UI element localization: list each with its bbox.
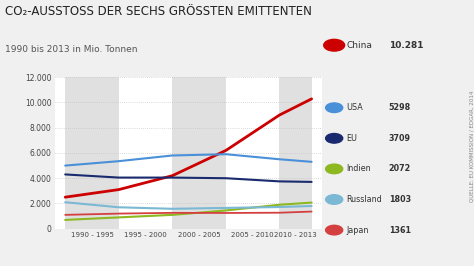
Text: Indien: Indien — [346, 164, 371, 173]
Text: 5298: 5298 — [389, 103, 411, 112]
Text: China: China — [346, 41, 372, 50]
Text: CO₂-AUSSTOSS DER SECHS GRÖSSTEN EMITTENTEN: CO₂-AUSSTOSS DER SECHS GRÖSSTEN EMITTENT… — [5, 5, 311, 18]
Bar — [65, 77, 119, 229]
Text: 1361: 1361 — [389, 226, 410, 235]
Text: 1803: 1803 — [389, 195, 411, 204]
Text: 3709: 3709 — [389, 134, 410, 143]
Text: Russland: Russland — [346, 195, 382, 204]
Text: EU: EU — [346, 134, 357, 143]
Text: 10.281: 10.281 — [389, 41, 423, 50]
Bar — [280, 77, 311, 229]
Text: USA: USA — [346, 103, 363, 112]
Text: 1990 bis 2013 in Mio. Tonnen: 1990 bis 2013 in Mio. Tonnen — [5, 45, 137, 54]
Text: 2072: 2072 — [389, 164, 411, 173]
Bar — [173, 77, 226, 229]
Text: Japan: Japan — [346, 226, 368, 235]
Text: QUELLE: EU KOMMISSION / EDGAR, 2014: QUELLE: EU KOMMISSION / EDGAR, 2014 — [469, 91, 474, 202]
